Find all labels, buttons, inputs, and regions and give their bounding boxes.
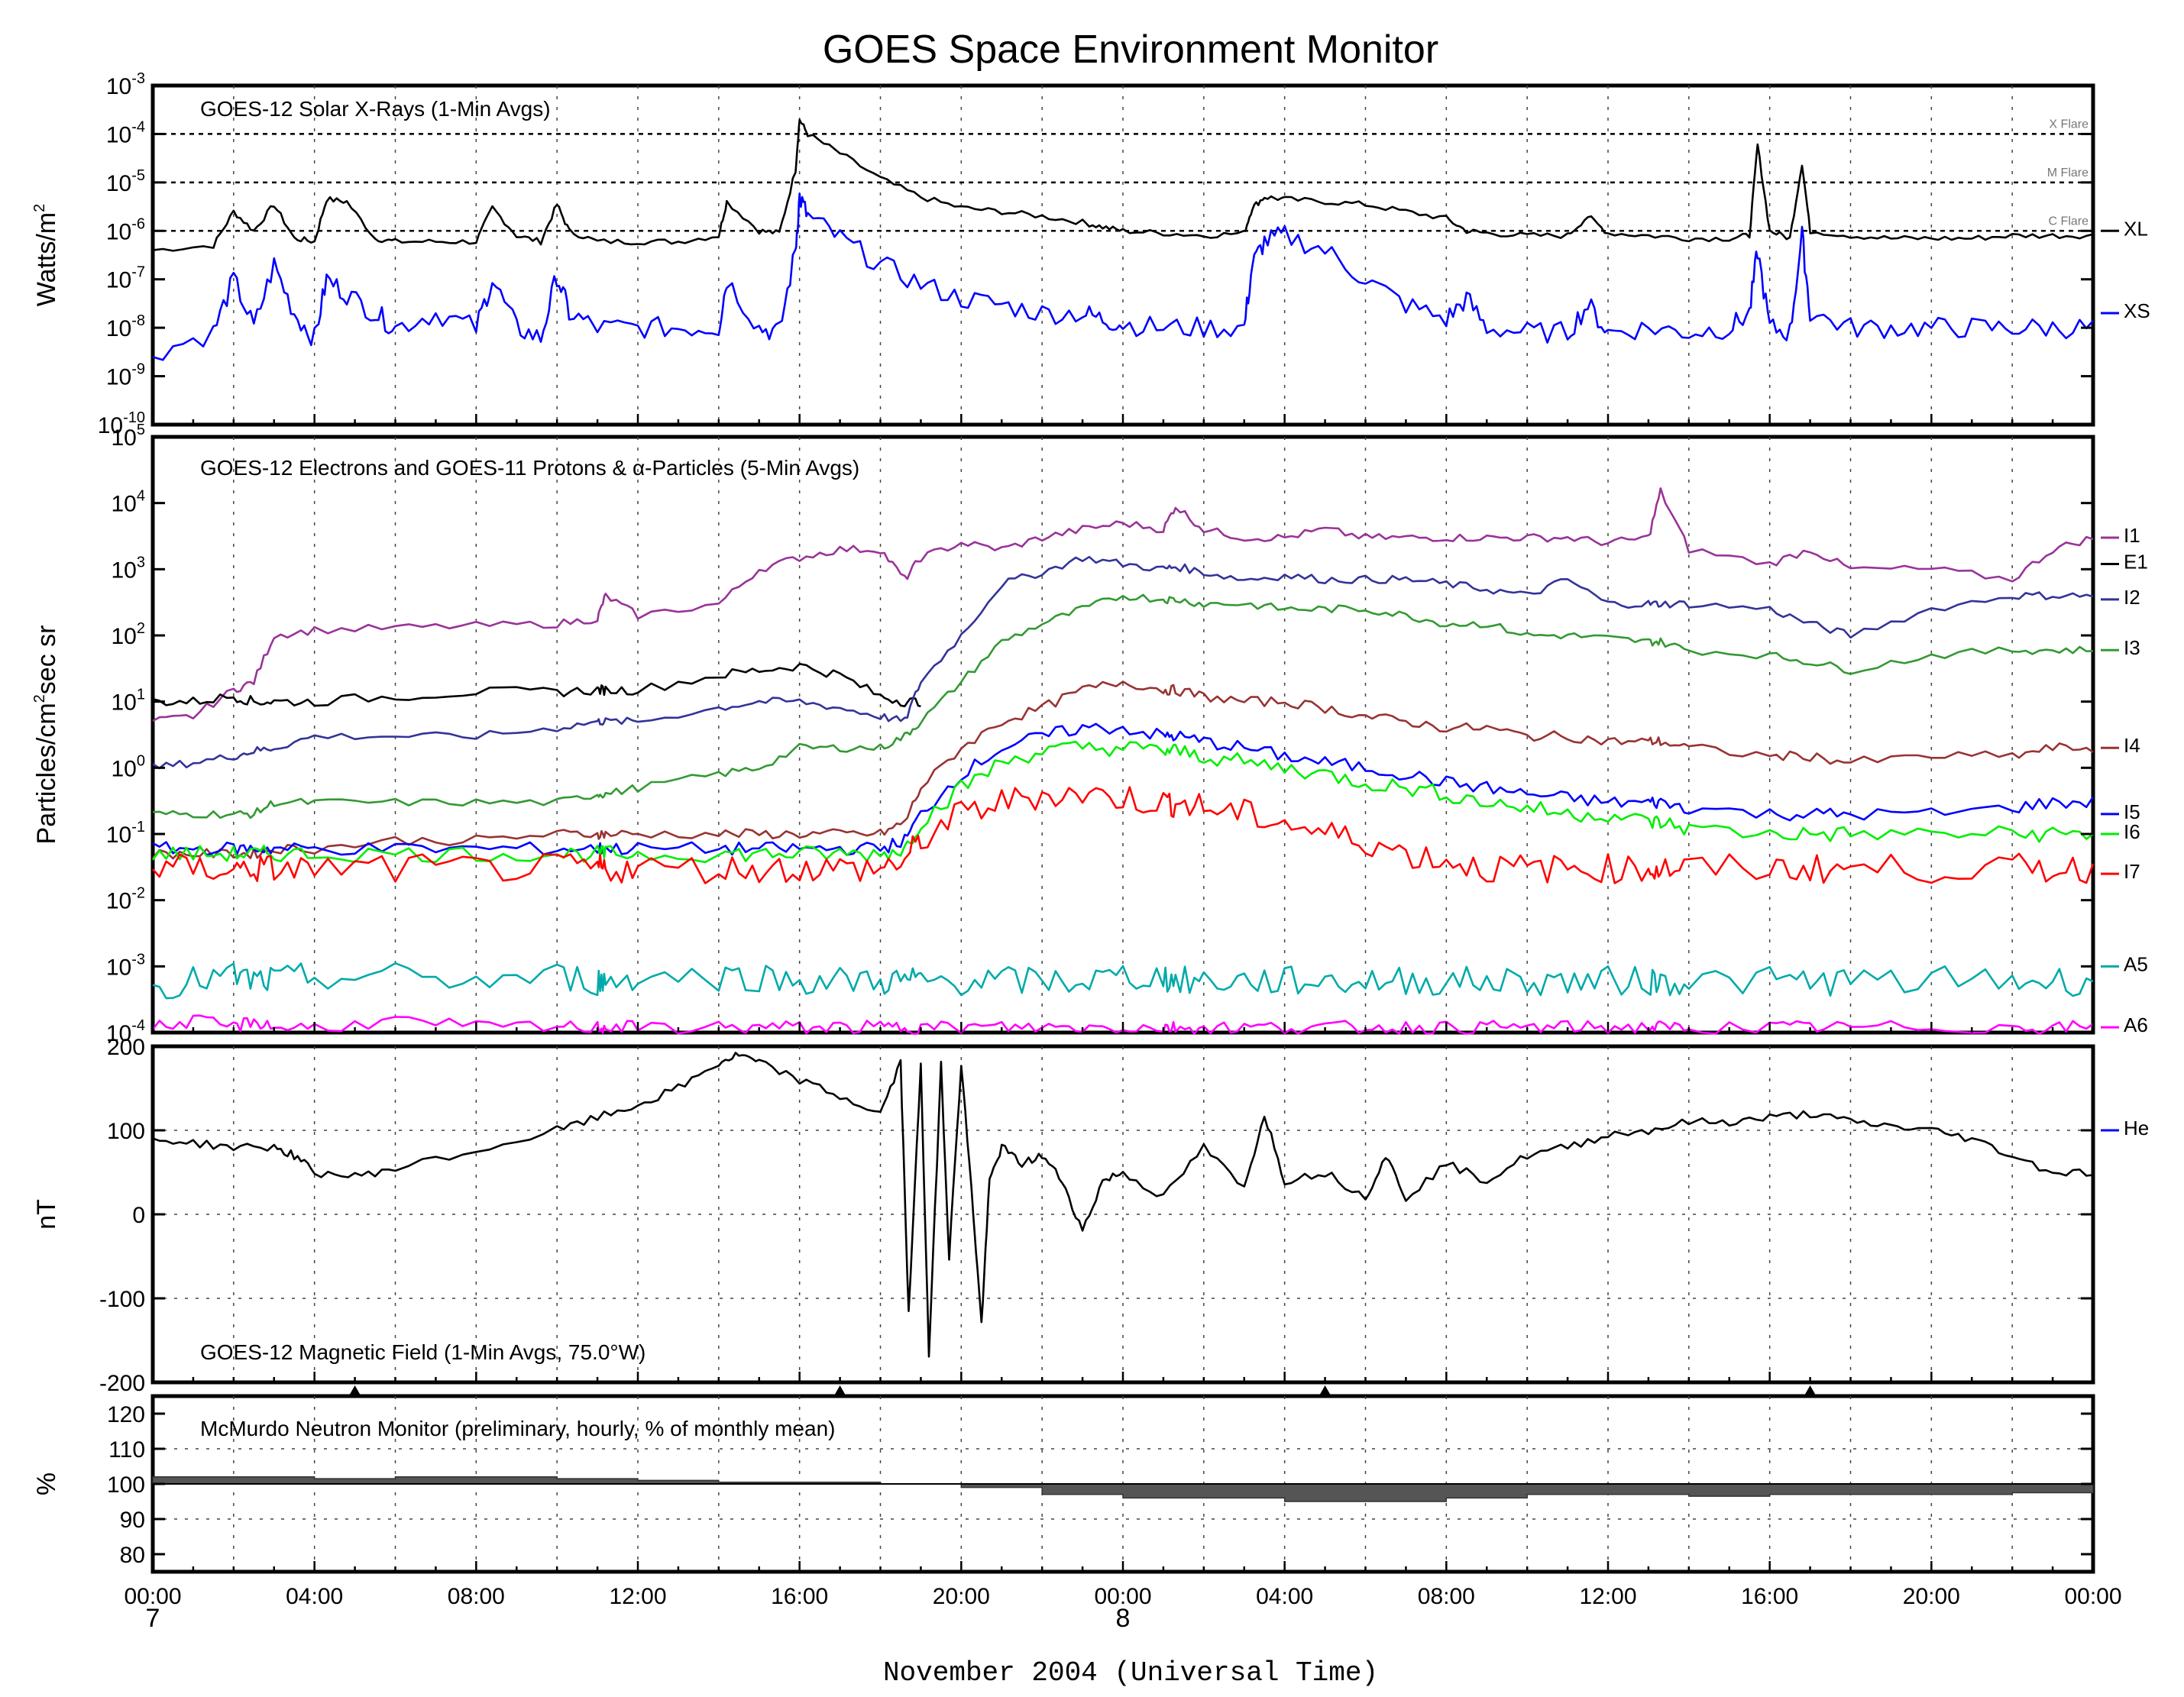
- legend-label-I7: I7: [2124, 860, 2140, 883]
- x-tick-label: 00:00: [1094, 1584, 1151, 1609]
- x-tick-label: 12:00: [609, 1584, 666, 1609]
- particle-ytick-label: 10-1: [106, 819, 145, 848]
- x-tick-label: 16:00: [1741, 1584, 1798, 1609]
- xray-ytick-label: 10-7: [106, 264, 145, 293]
- particle-panel-frame: [150, 435, 2095, 1035]
- plot-layer: [151, 118, 2095, 1502]
- legend-label-E1: E1: [2124, 550, 2148, 573]
- neutron-ytick-label: 120: [107, 1402, 145, 1427]
- x-tick-label: 04:00: [286, 1584, 343, 1609]
- neutron-ytick-label: 90: [120, 1508, 145, 1533]
- legend-label-I4: I4: [2124, 734, 2140, 757]
- x-tick-label: 20:00: [933, 1584, 990, 1609]
- series-line-XL: [152, 118, 2094, 252]
- series-line-A5: [152, 962, 2094, 1000]
- xray-ytick-label: 10-10: [98, 409, 145, 438]
- legend-label-I2: I2: [2124, 586, 2140, 609]
- series-line-He: [152, 1052, 2094, 1358]
- noon-marker: [833, 1385, 846, 1396]
- particle-ytick-label: 103: [112, 554, 146, 583]
- magnetic-ytick-label: -200: [99, 1371, 145, 1396]
- x-tick-label: 08:00: [448, 1584, 505, 1609]
- neutron-ytick-label: 80: [120, 1543, 145, 1568]
- magnetic-ytick-label: -100: [99, 1287, 145, 1312]
- noon-marker: [1804, 1385, 1817, 1396]
- xray-ylabel: Watts/m2: [31, 204, 61, 307]
- xray-ytick-label: 10-8: [106, 312, 145, 341]
- particle-ylabel: Particles/cm2sec sr: [31, 625, 61, 845]
- series-line-XS: [152, 192, 2094, 361]
- series-line-E1: [152, 663, 921, 708]
- xray-panel-frame: [150, 83, 2095, 427]
- legend-label-XS: XS: [2124, 299, 2150, 322]
- particle-ytick-label: 10-2: [106, 885, 145, 914]
- legend-label-I1: I1: [2124, 524, 2140, 547]
- flare-level-label: C Flare: [2049, 215, 2089, 228]
- x-tick-label: 16:00: [771, 1584, 828, 1609]
- day-label-mid: 8: [1116, 1604, 1131, 1633]
- legend-label-He: He: [2124, 1117, 2149, 1139]
- particle-ytick-label: 101: [112, 687, 146, 716]
- particle-ytick-label: 10-4: [106, 1017, 145, 1046]
- x-axis-title: November 2004 (Universal Time): [883, 1657, 1378, 1689]
- legend-label-A5: A5: [2124, 952, 2148, 975]
- flare-level-label: M Flare: [2047, 166, 2089, 179]
- x-tick-label: 00:00: [124, 1584, 181, 1609]
- xray-ytick-label: 10-5: [106, 167, 145, 196]
- series-line-I3: [152, 593, 2094, 819]
- noon-marker: [1318, 1385, 1331, 1396]
- neutron-ylabel: %: [32, 1472, 61, 1495]
- x-tick-label: 00:00: [2064, 1584, 2121, 1609]
- neutron-area: [152, 1476, 2094, 1502]
- x-tick-label: 08:00: [1418, 1584, 1475, 1609]
- neutron-ytick-label: 100: [107, 1472, 145, 1498]
- legend-label-A6: A6: [2124, 1013, 2148, 1036]
- particle-panel-title: GOES-12 Electrons and GOES-11 Protons & …: [200, 456, 859, 480]
- series-line-I7: [152, 786, 2095, 884]
- label-layer: 10-310-410-510-610-710-810-910-10X Flare…: [98, 70, 2150, 1568]
- legend-label-I6: I6: [2124, 820, 2140, 843]
- particle-ytick-label: 104: [112, 488, 146, 517]
- magnetic-ylabel: nT: [32, 1199, 61, 1230]
- x-tick-label: 12:00: [1579, 1584, 1636, 1609]
- series-line-I2: [152, 555, 2094, 770]
- xray-ytick-label: 10-4: [106, 118, 145, 147]
- particle-ytick-label: 100: [112, 752, 146, 781]
- xray-ytick-label: 10-6: [106, 215, 145, 244]
- series-line-I5: [152, 722, 2095, 856]
- magnetic-ytick-label: 100: [107, 1119, 145, 1144]
- particle-ytick-label: 102: [112, 620, 146, 649]
- particle-ytick-label: 105: [112, 422, 146, 451]
- day-label-start: 7: [146, 1604, 160, 1633]
- legend-label-I3: I3: [2124, 636, 2140, 659]
- legend-label-I5: I5: [2124, 800, 2140, 823]
- neutron-panel-title: McMurdo Neutron Monitor (preliminary, ho…: [200, 1417, 835, 1440]
- series-line-I4: [151, 680, 2094, 860]
- magnetic-ytick-label: 200: [107, 1035, 145, 1060]
- neutron-ytick-label: 110: [108, 1437, 145, 1463]
- xray-ytick-label: 10-9: [106, 361, 145, 390]
- magnetic-panel-title: GOES-12 Magnetic Field (1-Min Avgs, 75.0…: [200, 1340, 645, 1364]
- magnetic-ytick-label: 0: [132, 1203, 145, 1228]
- xray-panel-title: GOES-12 Solar X-Rays (1-Min Avgs): [200, 97, 551, 121]
- series-line-I1: [152, 487, 2094, 722]
- figure-title: GOES Space Environment Monitor: [823, 27, 1438, 72]
- x-tick-label: 20:00: [1903, 1584, 1960, 1609]
- x-axis: 00:00 04:00 08:00 12:00 16:00 20:00 00:00 04:00…: [124, 414, 2122, 1609]
- series-line-I6: [151, 740, 2094, 864]
- particle-ytick-label: 10-3: [106, 951, 145, 980]
- legend-label-XL: XL: [2124, 217, 2148, 240]
- x-tick-label: 04:00: [1256, 1584, 1313, 1609]
- xray-ytick-label: 10-3: [106, 70, 145, 99]
- flare-level-label: X Flare: [2049, 118, 2089, 131]
- noon-marker: [348, 1385, 361, 1396]
